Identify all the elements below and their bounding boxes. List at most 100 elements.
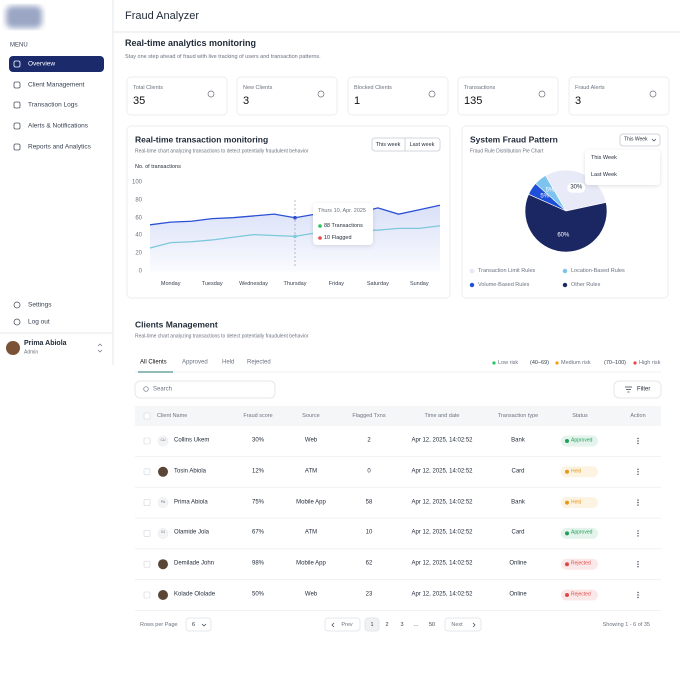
status-pill [561,589,598,601]
x-tick-label: Monday [160,280,181,287]
menu-icon [13,60,21,68]
action-dot[interactable] [637,501,639,504]
user-role: Admin [24,349,39,356]
tooltip [313,203,373,245]
checkbox[interactable] [143,499,151,506]
menu-item[interactable]: Settings [28,301,52,309]
menu-item[interactable]: Alerts & Notifications [28,122,88,130]
checkbox[interactable] [143,412,151,420]
avatar-photo [158,590,168,600]
menu-item[interactable]: Transaction Logs [28,101,78,109]
chart-subtitle: Fraud Rule Distribution Pie Chart [470,148,544,155]
page-number[interactable]: ... [413,621,419,628]
cell: ATM [304,530,318,537]
menu-label: MENU [10,42,28,49]
avatar [157,497,169,508]
page-number[interactable]: 50 [428,621,436,628]
action-dot[interactable] [637,499,639,501]
dropdown-value[interactable]: This Week [624,136,648,143]
next-button[interactable] [444,617,482,632]
risk-legend: High risk [639,359,661,366]
menu-item-active[interactable] [9,56,104,72]
toggle[interactable] [371,137,441,152]
search-box[interactable] [134,380,276,399]
menu-item[interactable]: Overview [28,60,56,68]
rows-select[interactable] [185,617,212,632]
tab[interactable]: Approved [182,359,208,366]
status-icon [565,531,569,536]
legend-label: Other Rules [571,281,601,288]
next-label[interactable]: Next [451,621,463,628]
page-number[interactable]: 3 [400,621,404,628]
cell: Card [511,530,525,537]
column-header: Fraud score [243,412,273,419]
action-dot[interactable] [637,591,639,594]
action-dot[interactable] [637,535,639,537]
action-dot[interactable] [637,473,639,475]
checkbox[interactable] [143,591,151,599]
filter-label[interactable]: Filter [637,386,651,393]
cell: Mobile App [296,499,326,506]
action-dot[interactable] [637,532,639,535]
filter-button[interactable] [613,380,662,399]
dropdown[interactable] [619,133,661,147]
prev-button[interactable] [324,617,361,632]
action-dot[interactable] [637,596,639,599]
action-dot[interactable] [637,504,639,506]
risk-dot [633,361,637,365]
checkbox[interactable] [143,468,151,476]
action-dot[interactable] [637,468,639,470]
action-dot[interactable] [637,594,639,596]
stat-value: 1 [354,94,361,107]
cell: 12% [251,468,265,475]
tab[interactable]: All Clients [140,359,167,366]
cell: Mobile App [296,560,326,567]
menu-item[interactable]: Client Management [28,81,85,89]
menu-item[interactable]: Log out [28,318,50,326]
dropdown-option[interactable]: Last Week [591,171,617,178]
action-dot[interactable] [637,530,639,532]
cell: 50% [251,591,265,598]
section-subtitle: Stay one step ahead of fraud with live t… [125,53,321,60]
legend-label: Volume-Based Rules [478,281,530,288]
search-placeholder: Search [153,386,173,393]
page-active[interactable] [364,617,380,632]
value-label: 5% [540,193,550,200]
legend-swatch [562,282,568,288]
toggle-button[interactable]: This week [375,141,401,148]
cell: 58 [365,499,373,506]
cell: Apr 12, 2025, 14:02:52 [411,468,473,475]
column-header: Source [302,412,320,419]
tab[interactable]: Rejected [247,359,271,366]
toggle-button[interactable]: Last week [409,141,435,148]
action-dot[interactable] [637,561,639,563]
stat-card [126,76,228,116]
action-dot[interactable] [637,566,639,568]
cell: Online [509,560,527,567]
action-dot[interactable] [637,563,639,565]
prev-label[interactable]: Prev [341,621,353,628]
rows-per-page[interactable]: 6 [192,621,196,628]
chart-title: System Fraud Pattern [470,134,558,145]
checkbox[interactable] [143,437,151,445]
tab[interactable]: Held [222,359,235,366]
checkbox[interactable] [143,530,151,537]
stat-card [568,76,670,116]
action-dot[interactable] [637,471,639,473]
status-pill [561,497,598,509]
action-dot[interactable] [637,437,639,440]
checkbox[interactable] [143,560,151,568]
avatar-photo [158,466,168,477]
x-tick-label: Thursday [283,280,307,287]
action-dot[interactable] [637,440,639,442]
page-number[interactable]: 1 [370,621,374,628]
action-dot[interactable] [637,442,639,445]
cell: Apr 12, 2025, 14:02:52 [411,591,473,598]
menu-item[interactable]: Reports and Analytics [28,143,91,151]
value-label: 5% [545,187,555,194]
avatar-initials: OJ [160,530,166,535]
stat-icon [538,90,546,98]
page-number[interactable]: 2 [385,621,389,628]
stat-label: Fraud Alerts [575,84,605,91]
dropdown-option[interactable]: This Week [591,154,617,161]
